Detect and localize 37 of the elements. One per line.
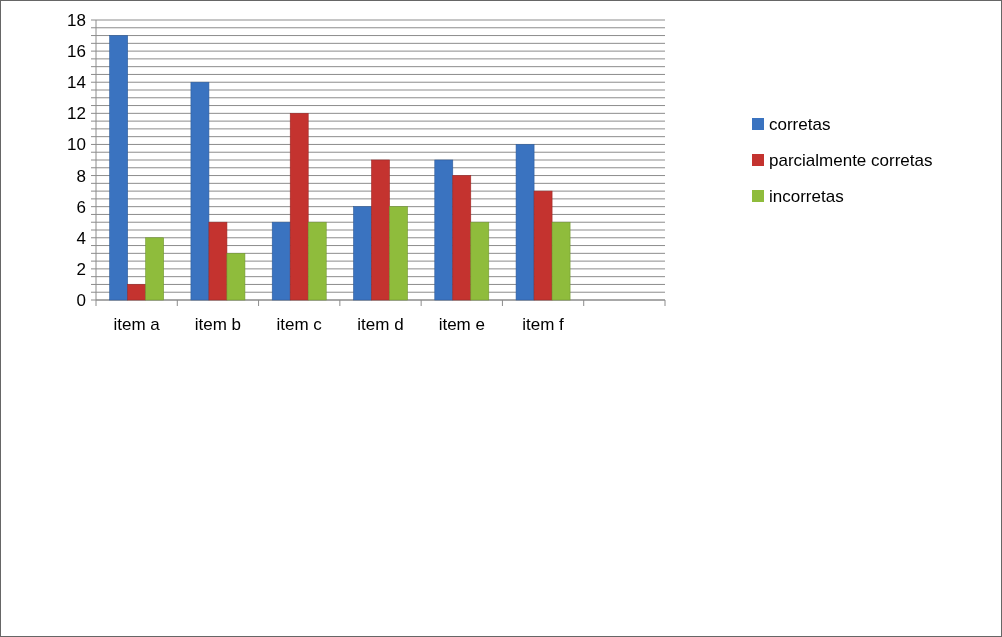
legend-label: parcialmente corretas: [769, 150, 933, 170]
bar: [434, 159, 454, 301]
bar: [271, 221, 291, 301]
y-tick-label: 18: [67, 10, 86, 30]
bar: [389, 206, 408, 301]
x-tick-label: item a: [113, 315, 161, 334]
bar: [371, 159, 390, 301]
bar: [127, 284, 146, 301]
bar: [190, 81, 210, 301]
bar: [452, 175, 472, 301]
y-tick-label: 16: [67, 42, 86, 62]
bar: [226, 253, 246, 301]
x-tick-label: item d: [357, 315, 404, 334]
bar: [515, 144, 535, 301]
y-tick-label: 14: [67, 73, 86, 93]
y-tick-label: 8: [76, 166, 86, 186]
y-tick-label: 10: [67, 135, 86, 155]
bar: [289, 113, 309, 301]
bar: [353, 206, 372, 301]
legend-label: corretas: [769, 114, 831, 134]
legend-label: incorretas: [769, 186, 844, 206]
y-tick-label: 6: [76, 197, 86, 217]
bar: [533, 190, 553, 301]
y-tick-label: 4: [76, 228, 86, 248]
bar: [551, 221, 571, 301]
x-tick-label: item b: [194, 315, 242, 334]
bar: [109, 35, 128, 301]
x-tick-label: item e: [438, 315, 485, 334]
bar: [145, 237, 164, 301]
x-tick-label: item c: [276, 315, 323, 334]
bar: [208, 221, 228, 301]
bar: [307, 221, 327, 301]
y-tick-label: 2: [76, 259, 86, 279]
x-tick-label: item f: [522, 315, 565, 334]
y-tick-label: 12: [67, 104, 86, 124]
y-tick-label: 0: [76, 290, 86, 310]
bar: [470, 221, 490, 301]
